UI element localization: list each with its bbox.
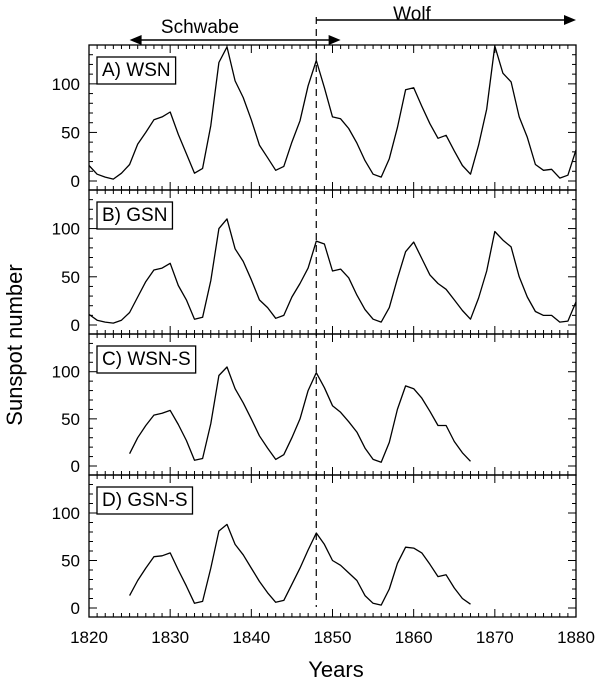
y-tick-label: 100 [52, 504, 80, 523]
wolf-arrow-head-right [564, 15, 576, 25]
panel-label-text: A) WSN [102, 60, 171, 81]
panel-label-box [96, 56, 177, 85]
y-tick-label: 50 [61, 552, 80, 571]
y-tick-label: 0 [71, 316, 80, 335]
panel-label-text: C) WSN-S [102, 349, 191, 370]
y-tick-label: 50 [61, 410, 80, 429]
y-tick-label: 100 [52, 363, 80, 382]
x-tick-label: 1860 [395, 628, 433, 647]
x-tick-labels: 1820 1830 1840 1850 1860 1870 1880 [70, 628, 595, 647]
x-tick-label: 1870 [476, 628, 514, 647]
x-tick-label: 1830 [151, 628, 189, 647]
panels: 0 50 100 A) WSN 0 50 100 B) GSN 0 50 100 C) WSN-S 0 5… [52, 44, 577, 618]
panel-label: B) GSN [96, 201, 174, 230]
x-axis-title: Years [308, 657, 363, 682]
panel-4: 0 50 100 D) GSN-S [52, 474, 577, 618]
series-line [88, 218, 577, 324]
schwabe-arrow-head-right [328, 35, 341, 45]
x-tick-label: 1820 [70, 628, 108, 647]
wolf-annotation: Wolf [316, 4, 576, 25]
wolf-label: Wolf [393, 4, 431, 25]
y-tick-label: 50 [61, 268, 80, 287]
x-tick-label: 1880 [557, 628, 595, 647]
y-axis-title: Sunspot number [2, 264, 27, 425]
panel-label-text: B) GSN [102, 205, 167, 226]
y-tick-label: 0 [71, 599, 80, 618]
schwabe-arrow-head-left [129, 35, 142, 45]
y-tick-label: 100 [52, 220, 80, 239]
panel-2: 0 50 100 B) GSN [52, 189, 577, 335]
panel-label-box [96, 486, 194, 515]
panel-label: C) WSN-S [96, 345, 197, 374]
y-tick-label: 50 [61, 123, 80, 142]
y-tick-label: 0 [71, 172, 80, 191]
y-tick-label: 0 [71, 457, 80, 476]
series-line [88, 45, 577, 180]
panel-label: D) GSN-S [96, 486, 194, 515]
panel-label: A) WSN [96, 56, 177, 85]
series-line [129, 523, 471, 606]
panel-label-text: D) GSN-S [102, 490, 188, 511]
x-tick-label: 1850 [314, 628, 352, 647]
series-line [129, 366, 471, 463]
panel-label-box [96, 201, 174, 230]
x-tick-label: 1840 [232, 628, 270, 647]
schwabe-label: Schwabe [161, 17, 239, 38]
panel-3: 0 50 100 C) WSN-S [52, 333, 577, 476]
schwabe-annotation: Schwabe [129, 17, 341, 45]
y-tick-label: 100 [52, 75, 80, 94]
panel-1: 0 50 100 A) WSN [52, 44, 577, 191]
panel-label-box [96, 345, 197, 374]
